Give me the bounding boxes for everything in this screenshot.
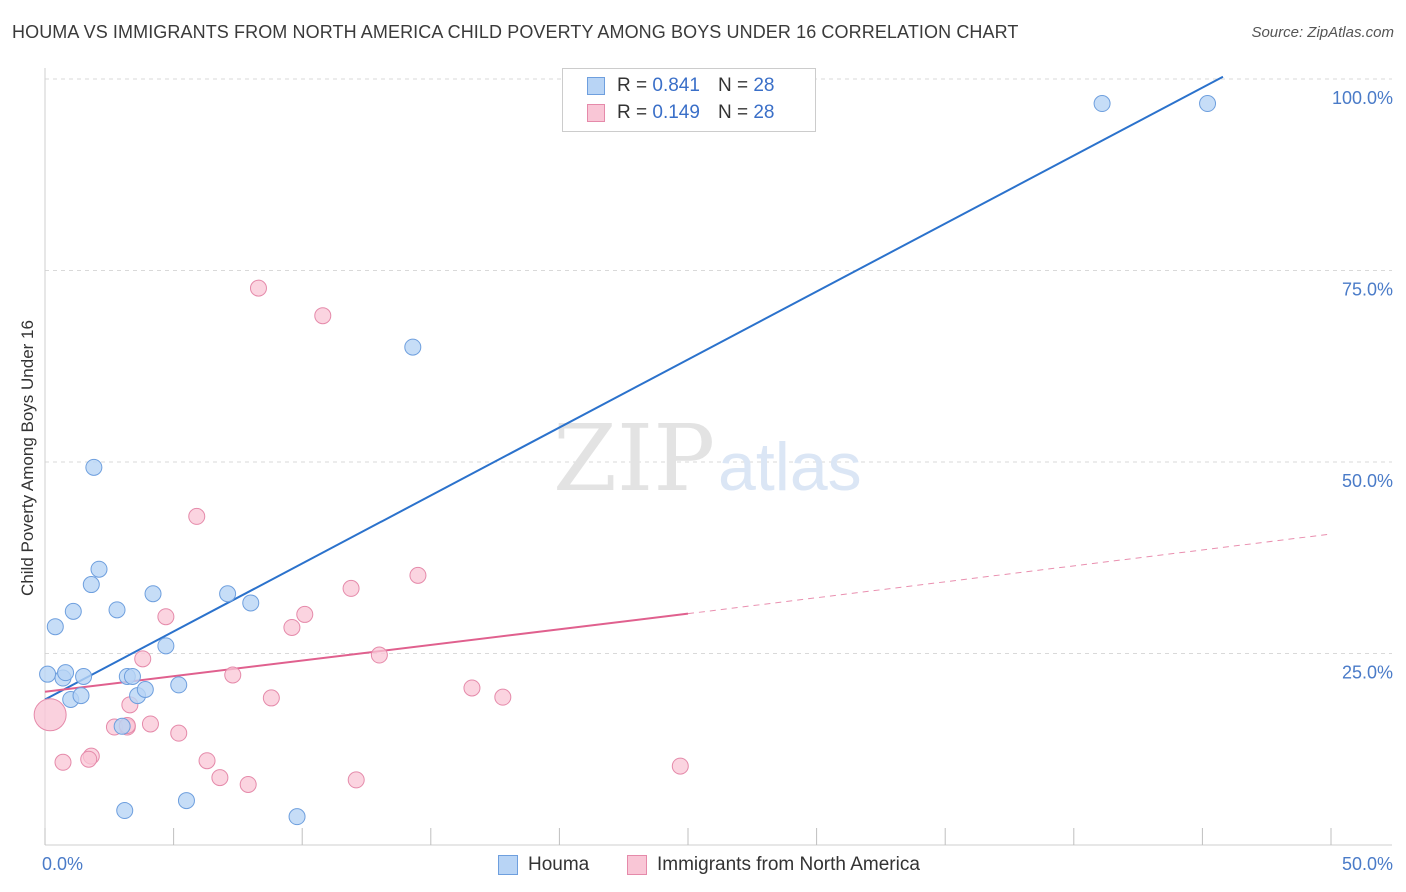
y-tick-label: 100.0% bbox=[1332, 88, 1393, 108]
y-tick-label: 50.0% bbox=[1342, 471, 1393, 491]
point-immigrants bbox=[370, 646, 388, 664]
legend-swatch-houma bbox=[587, 77, 605, 95]
source-credit: Source: ZipAtlas.com bbox=[1251, 24, 1394, 41]
data-points bbox=[33, 95, 1217, 826]
point-houma bbox=[46, 618, 64, 636]
legend-r-value-immigrants: 0.149 bbox=[652, 102, 700, 123]
point-houma bbox=[108, 601, 126, 619]
point-immigrants bbox=[170, 724, 188, 742]
legend-row-immigrants: R = 0.149 N = 28 bbox=[587, 100, 774, 126]
point-houma bbox=[82, 576, 100, 594]
point-immigrants bbox=[314, 307, 332, 325]
point-houma bbox=[136, 681, 154, 699]
point-houma bbox=[144, 585, 162, 603]
point-immigrants bbox=[409, 566, 427, 584]
point-immigrants bbox=[188, 507, 206, 525]
bottom-legend-immigrants: Immigrants from North America bbox=[627, 852, 920, 878]
point-houma bbox=[113, 717, 131, 735]
y-axis-label: Child Poverty Among Boys Under 16 bbox=[18, 320, 37, 596]
point-immigrants bbox=[347, 771, 365, 789]
point-houma bbox=[75, 667, 93, 685]
point-immigrants bbox=[671, 757, 689, 775]
point-immigrants bbox=[198, 752, 216, 770]
point-houma bbox=[123, 667, 141, 685]
y-tick-label: 25.0% bbox=[1342, 663, 1393, 683]
bottom-legend-houma: Houma bbox=[498, 852, 589, 878]
point-houma bbox=[288, 808, 306, 826]
point-immigrants bbox=[157, 608, 175, 626]
watermark-zip: ZIP bbox=[553, 405, 715, 512]
point-immigrants bbox=[134, 650, 152, 668]
legend-r-value-houma: 0.841 bbox=[652, 75, 700, 96]
point-houma bbox=[57, 664, 75, 682]
point-immigrants bbox=[342, 579, 360, 597]
legend-r-label: R = bbox=[617, 75, 648, 96]
legend-n-value-immigrants: 28 bbox=[753, 102, 775, 123]
point-immigrants bbox=[54, 753, 72, 771]
point-immigrants bbox=[33, 698, 67, 732]
point-immigrants bbox=[283, 618, 301, 636]
legend-n-label: N = bbox=[717, 102, 749, 123]
point-houma bbox=[64, 602, 82, 620]
x-tick-label-min: 0.0% bbox=[42, 854, 83, 874]
point-houma bbox=[72, 687, 90, 705]
point-immigrants bbox=[224, 666, 242, 684]
legend-r-label: R = bbox=[617, 102, 648, 123]
legend-swatch-immigrants bbox=[587, 104, 605, 122]
point-immigrants bbox=[211, 769, 229, 787]
x-tick-label-max: 50.0% bbox=[1342, 854, 1393, 874]
watermark: ZIP atlas bbox=[553, 405, 862, 512]
legend-n-value-houma: 28 bbox=[753, 75, 775, 96]
gridlines bbox=[45, 78, 1392, 654]
point-houma bbox=[1093, 95, 1111, 113]
legend-n-label: N = bbox=[717, 75, 749, 96]
point-houma bbox=[1199, 95, 1217, 113]
point-houma bbox=[170, 676, 188, 694]
chart-title: HOUMA VS IMMIGRANTS FROM NORTH AMERICA C… bbox=[12, 22, 1019, 42]
point-immigrants bbox=[141, 715, 159, 733]
point-houma bbox=[177, 792, 195, 810]
point-immigrants bbox=[239, 775, 257, 793]
point-houma bbox=[116, 802, 134, 820]
point-immigrants bbox=[249, 279, 267, 297]
point-houma bbox=[85, 458, 103, 476]
point-immigrants bbox=[494, 688, 512, 706]
trend-lines bbox=[44, 75, 1332, 701]
bottom-legend-swatch-immigrants bbox=[627, 855, 647, 875]
bottom-legend-swatch-houma bbox=[498, 855, 518, 875]
trend-line-houma bbox=[44, 75, 1224, 701]
tick-labels: 25.0% 50.0% 75.0% 100.0% 0.0% 50.0% bbox=[42, 88, 1393, 874]
point-houma bbox=[39, 665, 57, 683]
point-immigrants bbox=[262, 689, 280, 707]
point-houma bbox=[404, 338, 422, 356]
point-immigrants bbox=[296, 605, 314, 623]
watermark-atlas: atlas bbox=[718, 429, 862, 505]
legend: R = 0.841 N = 28 R = 0.149 N = 28 bbox=[562, 68, 816, 132]
point-houma bbox=[242, 594, 260, 612]
trend-line-immigrants bbox=[44, 612, 689, 693]
point-immigrants bbox=[80, 750, 98, 768]
point-houma bbox=[157, 637, 175, 655]
point-immigrants bbox=[463, 679, 481, 697]
bottom-legend-label-immigrants: Immigrants from North America bbox=[657, 854, 920, 875]
point-houma bbox=[219, 585, 237, 603]
legend-row-houma: R = 0.841 N = 28 bbox=[587, 73, 774, 99]
bottom-legend-label-houma: Houma bbox=[528, 854, 590, 875]
point-houma bbox=[90, 560, 108, 578]
trend-line-immigrants-extension bbox=[687, 533, 1332, 615]
y-tick-label: 75.0% bbox=[1342, 280, 1393, 300]
